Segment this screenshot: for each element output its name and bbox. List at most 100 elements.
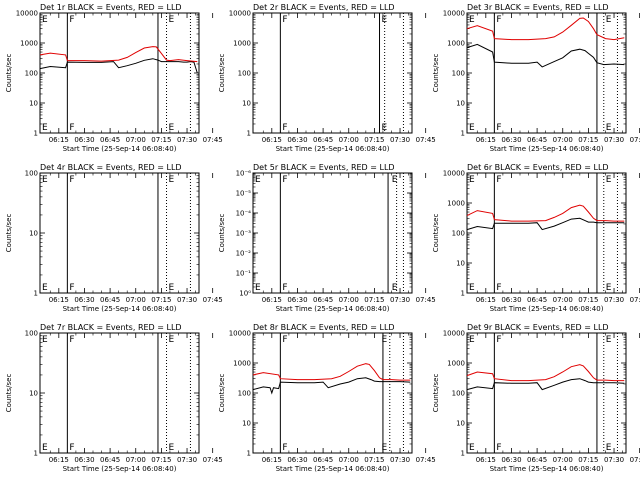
marker-label-top: F (496, 175, 501, 185)
y-tick-label: 100 (452, 230, 465, 238)
marker-label-bottom: F (282, 443, 287, 453)
marker-label-top: E (392, 175, 398, 185)
y-tick-label: 10⁰ (239, 290, 251, 298)
y-axis-label: Counts/sec (432, 214, 440, 253)
marker-label-bottom: F (496, 283, 501, 293)
x-tick-label: 07:15 (151, 136, 171, 144)
y-tick-label: 10000 (443, 170, 465, 178)
x-axis-label: Start Time (25-Sep-14 06:08:40) (276, 305, 390, 313)
x-tick-label: 07:30 (604, 456, 624, 464)
series-events-line (39, 58, 198, 74)
marker-label-top: F (496, 15, 501, 25)
x-tick-label: 07:00 (553, 296, 573, 304)
marker-label-bottom: E (382, 123, 388, 133)
series-lld-line (466, 17, 625, 41)
marker-label-top: F (69, 15, 74, 25)
x-tick-label: 07:30 (390, 456, 410, 464)
panel-title: Det 4r BLACK = Events, RED = LLD (40, 163, 182, 172)
marker-label-top: E (469, 335, 475, 345)
x-tick-label: 07:30 (604, 136, 624, 144)
plot-frame (252, 332, 413, 454)
panel-title: Det 1r BLACK = Events, RED = LLD (40, 3, 182, 12)
marker-label-top: F (282, 175, 287, 185)
x-tick-label: 07:00 (126, 296, 146, 304)
y-tick-label: 10 (242, 420, 251, 428)
x-tick-label: 06:45 (313, 456, 333, 464)
panel-title: Det 9r BLACK = Events, RED = LLD (467, 323, 609, 332)
x-tick-label: 06:15 (262, 136, 282, 144)
y-tick-label: 1 (34, 450, 38, 458)
y-tick-label: 100 (452, 70, 465, 78)
x-tick-label: 06:45 (100, 456, 120, 464)
x-tick-label: 07:00 (553, 136, 573, 144)
x-axis-label: Start Time (25-Sep-14 06:08:40) (63, 145, 177, 153)
marker-label-bottom: E (392, 283, 398, 293)
x-tick-label: 06:45 (313, 296, 333, 304)
x-tick-label: 07:45 (630, 296, 640, 304)
x-tick-label: 07:15 (578, 456, 598, 464)
marker-label-top: E (382, 335, 388, 345)
panel-title: Det 5r BLACK = Events, RED = LLD (253, 163, 395, 172)
panel-det7: 1 10 100 06:15 06:30 06:45 07:00 07:15 07:30 07:4… (5, 323, 223, 473)
marker-label-bottom: E (255, 283, 261, 293)
x-tick-label: 06:15 (262, 296, 282, 304)
x-axis-label: Start Time (25-Sep-14 06:08:40) (490, 465, 604, 473)
marker-label-top: E (606, 15, 612, 25)
y-tick-label: 100 (25, 330, 38, 338)
marker-label-bottom: F (282, 123, 287, 133)
marker-label-bottom: E (169, 123, 175, 133)
x-tick-label: 07:15 (151, 296, 171, 304)
x-axis-label: Start Time (25-Sep-14 06:08:40) (63, 305, 177, 313)
x-tick-label: 07:45 (203, 456, 223, 464)
panel-title: Det 2r BLACK = Events, RED = LLD (253, 3, 395, 12)
panel-det6: 1 10 100 1000 10000 06:15 06:30 06:45 07:00 07:15… (432, 163, 640, 313)
y-tick-label: 10⁻⁴ (236, 210, 252, 218)
x-tick-label: 07:45 (416, 456, 436, 464)
x-tick-label: 07:00 (339, 456, 359, 464)
y-tick-label: 100 (25, 70, 38, 78)
marker-label-top: E (169, 175, 175, 185)
y-axis-label: Counts/sec (5, 214, 13, 253)
x-tick-label: 06:15 (476, 456, 496, 464)
marker-label-top: E (42, 175, 48, 185)
y-axis-label: Counts/sec (5, 374, 13, 413)
x-tick-label: 06:30 (287, 456, 307, 464)
marker-label-bottom: F (496, 123, 501, 133)
y-tick-label: 100 (452, 390, 465, 398)
y-tick-label: 10000 (229, 330, 251, 338)
marker-label-bottom: F (69, 283, 74, 293)
x-axis-label: Start Time (25-Sep-14 06:08:40) (276, 465, 390, 473)
marker-label-top: E (606, 175, 612, 185)
marker-label-top: F (69, 175, 74, 185)
plot-frame (39, 172, 200, 294)
y-tick-label: 10 (29, 230, 38, 238)
marker-label-bottom: E (606, 443, 612, 453)
y-tick-label: 10⁻⁶ (236, 170, 252, 178)
x-tick-label: 06:30 (501, 296, 521, 304)
marker-label-bottom: E (169, 443, 175, 453)
series-events-line (466, 378, 625, 391)
x-tick-label: 07:45 (203, 136, 223, 144)
y-tick-label: 1 (34, 130, 38, 138)
y-axis-label: Counts/sec (432, 54, 440, 93)
y-tick-label: 10⁻³ (236, 230, 252, 238)
panel-det9: 1 10 100 1000 10000 06:15 06:30 06:45 07:00 07:15… (432, 323, 640, 473)
series-events-line (252, 377, 411, 395)
marker-label-top: E (42, 15, 48, 25)
x-tick-label: 06:45 (313, 136, 333, 144)
marker-label-top: E (382, 15, 388, 25)
x-tick-label: 06:30 (501, 136, 521, 144)
x-tick-label: 07:15 (151, 456, 171, 464)
panel-det8: 1 10 100 1000 10000 06:15 06:30 06:45 07:00 07:15… (218, 323, 436, 473)
marker-label-top: E (169, 335, 175, 345)
marker-label-bottom: F (69, 123, 74, 133)
y-tick-label: 100 (25, 170, 38, 178)
x-tick-label: 06:15 (476, 296, 496, 304)
x-tick-label: 07:30 (177, 296, 197, 304)
x-tick-label: 07:00 (126, 456, 146, 464)
marker-label-bottom: E (42, 443, 48, 453)
x-tick-label: 07:30 (390, 296, 410, 304)
x-tick-label: 07:00 (339, 296, 359, 304)
x-tick-label: 06:15 (262, 456, 282, 464)
plot-frame (466, 172, 627, 294)
